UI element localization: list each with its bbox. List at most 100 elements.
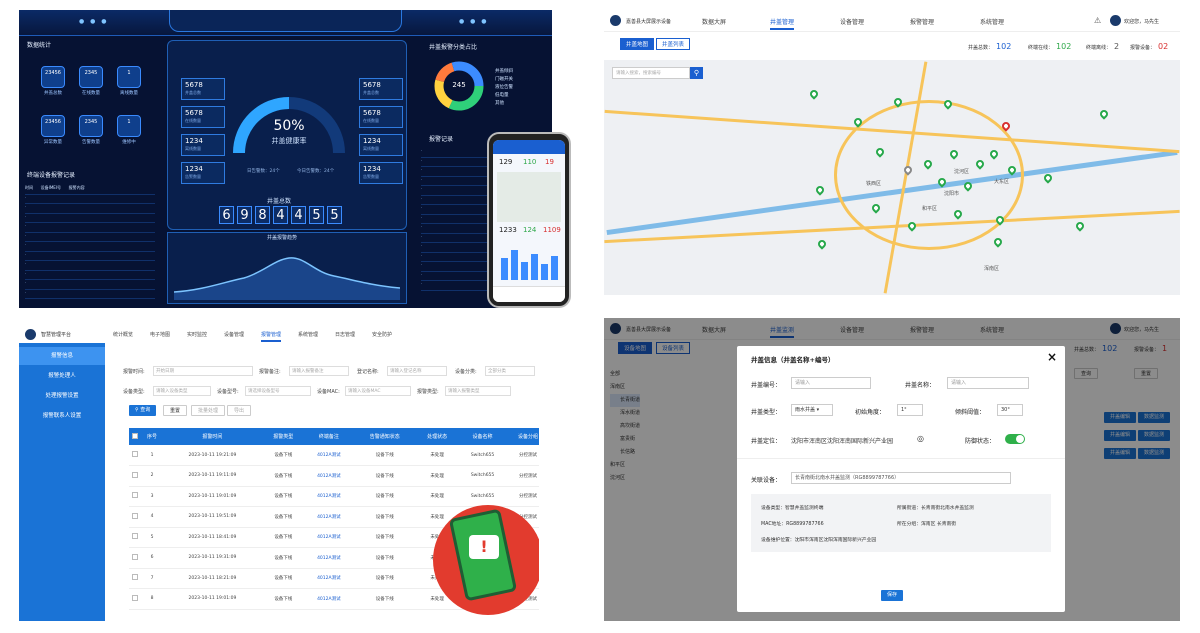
- search-button[interactable]: 查询: [1074, 368, 1099, 379]
- tree-item[interactable]: 富贵街: [620, 436, 636, 442]
- sidebar-item-settings[interactable]: 处理报警设置: [45, 393, 79, 399]
- locate-icon[interactable]: ◎: [917, 434, 924, 443]
- table-row[interactable]: 3 2023-10-11 19:01:09 设备下线 4012A测试 设备下线 未处理 Sw…: [129, 486, 539, 507]
- nav-item[interactable]: 系统管理: [980, 19, 1005, 26]
- phone-stat: 124: [523, 226, 537, 234]
- nav-item[interactable]: 电子地图: [150, 332, 171, 338]
- tree-item[interactable]: 长信路: [620, 449, 636, 455]
- edit-button[interactable]: 井盖编辑: [1104, 412, 1137, 423]
- device-info-box: 设备类型：智慧井盖监测终端 所属街道：长青南街北南水井盖监测 MAC地址：RG8…: [751, 494, 1051, 552]
- nav-item[interactable]: 系统管理: [980, 327, 1005, 334]
- donut-center: 245: [452, 81, 466, 89]
- row-checkbox[interactable]: [129, 486, 142, 507]
- tree-item[interactable]: 高坎街道: [620, 423, 641, 429]
- phone-stat: 1109: [543, 226, 561, 234]
- bell-icon[interactable]: ⚠: [1094, 16, 1102, 25]
- search-button[interactable]: ⚲ 查询: [129, 405, 157, 416]
- edit-button[interactable]: 井盖编辑: [1104, 430, 1137, 441]
- tree-item[interactable]: 全部: [610, 371, 621, 377]
- nav-item[interactable]: 报警管理: [910, 327, 935, 334]
- tree-item-active[interactable]: 长青街道: [610, 394, 641, 407]
- remark-input[interactable]: 请输入报警备注: [289, 366, 349, 376]
- digit: 4: [291, 206, 306, 224]
- nav-item[interactable]: 安全防护: [372, 332, 393, 338]
- row-checkbox[interactable]: [129, 568, 142, 589]
- tab-list[interactable]: 井盖列表: [656, 38, 691, 50]
- stat-item: 报警设备： 02: [1130, 42, 1169, 51]
- manhole-type-select[interactable]: 雨水井盖 ▾: [791, 404, 833, 416]
- table-cell: Switch655: [458, 486, 508, 507]
- monitor-button[interactable]: 数据监测: [1138, 412, 1171, 423]
- nav-item[interactable]: 统计概览: [113, 332, 134, 338]
- manhole-name-input[interactable]: 请输入: [947, 377, 1029, 389]
- monitor-button[interactable]: 数据监测: [1138, 448, 1171, 459]
- row-checkbox[interactable]: [129, 588, 142, 610]
- row-checkbox[interactable]: [129, 506, 142, 528]
- nav-item-active[interactable]: 报警管理: [261, 331, 282, 342]
- nav-item-active[interactable]: 井盖监测: [770, 325, 795, 338]
- nav-item[interactable]: 系统管理: [298, 332, 319, 338]
- name-input[interactable]: 请输入登记名称: [387, 366, 447, 376]
- tree-item[interactable]: 和平区: [610, 462, 626, 468]
- map-search-input[interactable]: 请输入搜索，搜索编号: [612, 67, 690, 79]
- alarm-type-input[interactable]: 请输入报警类型: [445, 386, 511, 396]
- device-select[interactable]: 长青南街北南水井盖监测（RG8899787766）: [791, 472, 1011, 484]
- type-input[interactable]: 请输入设备类型: [153, 386, 211, 396]
- guard-toggle[interactable]: [1005, 434, 1025, 444]
- sidebar-item-handler[interactable]: 报警处理人: [48, 373, 76, 379]
- batch-button[interactable]: 批量处理: [191, 405, 226, 416]
- reset-button[interactable]: 重置: [1134, 368, 1159, 379]
- left-value-box: 1234 离线数量: [181, 134, 225, 156]
- tree-item[interactable]: 浑水街道: [620, 410, 641, 416]
- col-header: 报警时间: [162, 428, 263, 445]
- sidebar-item-alarm-info[interactable]: 报警信息: [19, 347, 105, 365]
- nav-item[interactable]: 设备管理: [840, 19, 865, 26]
- avatar[interactable]: [1110, 15, 1121, 26]
- threshold-stepper[interactable]: 30°: [997, 404, 1023, 416]
- edit-button[interactable]: 井盖编辑: [1104, 448, 1137, 459]
- save-button[interactable]: 保存: [881, 590, 904, 601]
- nav-item[interactable]: 数据大屏: [702, 19, 727, 26]
- gauge-sub: 日告警数：24个: [247, 169, 280, 174]
- tree-item[interactable]: 浑南区: [610, 384, 626, 390]
- monitor-button[interactable]: 数据监测: [1138, 430, 1171, 441]
- mac-input[interactable]: 请输入设备MAC: [345, 386, 411, 396]
- table-row[interactable]: 2 2023-10-11 19:11:09 设备下线 4012A测试 设备下线 未处理 Sw…: [129, 465, 539, 487]
- nav-item[interactable]: 日志管理: [335, 332, 356, 338]
- model-select[interactable]: 请选择设备型号: [245, 386, 311, 396]
- col-check[interactable]: [129, 428, 142, 445]
- row-checkbox[interactable]: [129, 445, 142, 466]
- tree-item[interactable]: 沈河区: [610, 475, 626, 481]
- nav-item[interactable]: 实时监控: [187, 332, 208, 338]
- table-cell: 7: [141, 568, 163, 589]
- total-title: 井盖总数: [267, 198, 292, 205]
- row-checkbox[interactable]: [129, 527, 142, 548]
- info-street: 所属街道：长青南街北南水井盖监测: [897, 506, 974, 511]
- angle-stepper[interactable]: 1°: [897, 404, 923, 416]
- nav-item[interactable]: 设备管理: [840, 327, 865, 334]
- table-cell: 2023-10-11 19:01:09: [162, 588, 263, 610]
- search-icon[interactable]: ⚲: [690, 67, 703, 79]
- nav-item[interactable]: 报警管理: [910, 19, 935, 26]
- close-icon[interactable]: ×: [1046, 350, 1057, 364]
- nav-item[interactable]: 设备管理: [224, 332, 245, 338]
- row-checkbox[interactable]: [129, 547, 142, 569]
- nav-item-active[interactable]: 井盖管理: [770, 17, 795, 30]
- map-view[interactable]: 铁西区 沈河区 大东区 和平区 浑南区 沈阳市: [604, 60, 1180, 295]
- sidebar-item-contacts[interactable]: 报警联系人设置: [42, 413, 82, 419]
- table-cell: 3: [141, 486, 163, 507]
- category-select[interactable]: 全部分类: [485, 366, 535, 376]
- table-cell: 设备下线: [353, 588, 417, 610]
- row-checkbox[interactable]: [129, 465, 142, 487]
- reset-button[interactable]: 重置: [163, 405, 188, 416]
- manhole-no-input[interactable]: 请输入: [791, 377, 871, 389]
- table-row[interactable]: 1 2023-10-11 19:21:09 设备下线 4012A测试 设备下线 未处理 Sw…: [129, 445, 539, 466]
- nav-item[interactable]: 数据大屏: [702, 327, 727, 334]
- export-button[interactable]: 导出: [227, 405, 252, 416]
- tab-device-list[interactable]: 设备列表: [656, 342, 691, 354]
- tab-map[interactable]: 井盖地图: [620, 38, 655, 50]
- tab-device-map[interactable]: 设备地图: [618, 342, 653, 354]
- avatar[interactable]: [1110, 323, 1121, 334]
- date-input[interactable]: 开始日期: [153, 366, 253, 376]
